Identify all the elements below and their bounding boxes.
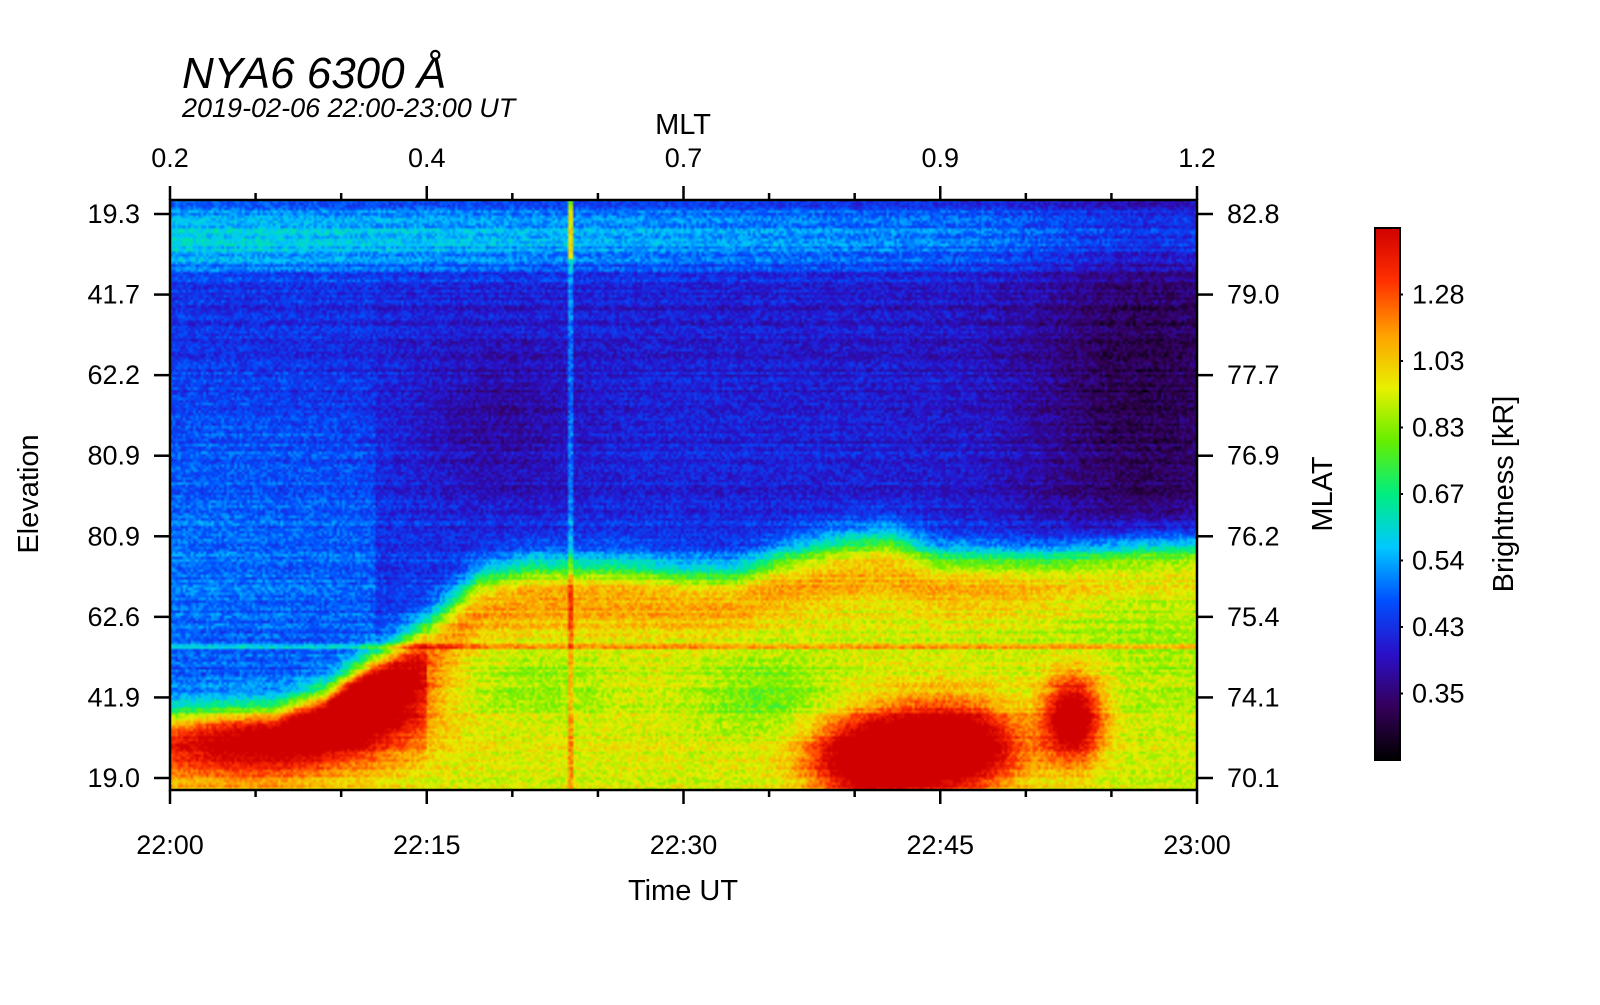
top-tick-label: 0.2 [151, 143, 189, 173]
x-tick-label: 22:30 [650, 830, 718, 860]
x-tick-label: 23:00 [1163, 830, 1231, 860]
plot-area [168, 198, 1199, 792]
chart-title: NYA6 6300 Å [182, 49, 446, 98]
y-right-tick-label: 77.7 [1227, 360, 1280, 390]
colorbar-tick-label: 1.03 [1412, 346, 1465, 376]
y-left-tick-label: 62.6 [87, 602, 140, 632]
y-axis-right-label: MLAT [1307, 456, 1339, 531]
x-tick-label: 22:15 [393, 830, 461, 860]
colorbar-tick-label: 1.28 [1412, 280, 1465, 310]
top-tick-label: 0.4 [408, 143, 446, 173]
y-left-tick-label: 62.2 [87, 360, 140, 390]
x-tick-label: 22:00 [136, 830, 204, 860]
y-left-tick-label: 41.9 [87, 682, 140, 712]
y-left-tick-label: 19.3 [87, 199, 140, 229]
colorbar-tick-label: 0.67 [1412, 479, 1465, 509]
y-right-tick-label: 76.2 [1227, 521, 1280, 551]
colorbar-tick-label: 0.35 [1412, 679, 1465, 709]
y-right-tick-label: 75.4 [1227, 602, 1280, 632]
colorbar-tick-label: 0.83 [1412, 413, 1465, 443]
y-right-tick-label: 76.9 [1227, 441, 1280, 471]
y-right-tick-label: 82.8 [1227, 199, 1280, 229]
top-tick-label: 0.9 [921, 143, 959, 173]
y-axis-left-label: Elevation [13, 434, 45, 553]
colorbar-tick-label: 0.54 [1412, 546, 1465, 576]
chart-subtitle: 2019-02-06 22:00-23:00 UT [181, 93, 518, 123]
y-left-tick-label: 80.9 [87, 521, 140, 551]
y-left-tick-label: 19.0 [87, 763, 140, 793]
top-tick-label: 1.2 [1178, 143, 1216, 173]
colorbar-gradient [1374, 227, 1401, 761]
colorbar-label: Brightness [kR] [1488, 396, 1520, 593]
y-right-tick-label: 70.1 [1227, 763, 1280, 793]
y-right-tick-label: 79.0 [1227, 280, 1280, 310]
colorbar-tick-label: 0.43 [1412, 612, 1465, 642]
colorbar [1374, 227, 1401, 761]
y-right-tick-label: 74.1 [1227, 682, 1280, 712]
top-axis-label: MLT [655, 109, 711, 141]
x-axis-label: Time UT [628, 875, 738, 907]
x-tick-label: 22:45 [906, 830, 974, 860]
y-left-tick-label: 80.9 [87, 441, 140, 471]
heatmap-image [170, 200, 1197, 790]
top-tick-label: 0.7 [665, 143, 703, 173]
y-left-tick-label: 41.7 [87, 280, 140, 310]
